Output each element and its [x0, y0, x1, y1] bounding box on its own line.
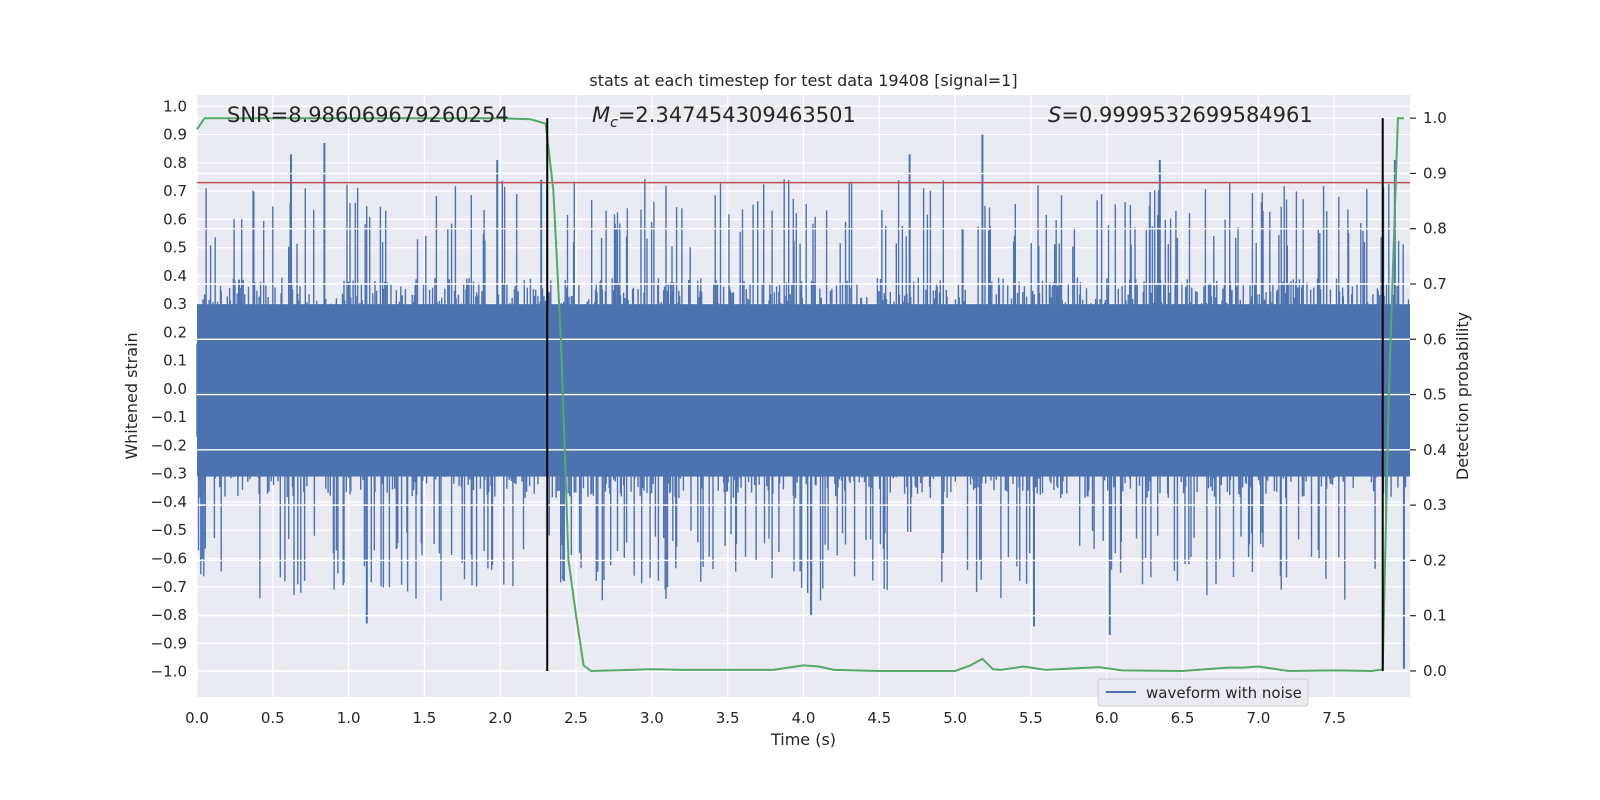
x-tick-label: 6.5 — [1171, 709, 1195, 727]
y-tick-label: −0.9 — [151, 634, 187, 652]
mc-symbol: M — [592, 103, 610, 127]
y-tick-label: −0.7 — [151, 578, 187, 596]
legend-label: waveform with noise — [1146, 684, 1302, 702]
y-tick-label: −0.4 — [151, 493, 187, 511]
mc-value: =2.347454309463501 — [618, 103, 856, 127]
y-tick-label-right: 0.6 — [1423, 330, 1447, 348]
x-tick-label: 3.0 — [640, 709, 664, 727]
y-tick-label: −0.1 — [151, 408, 187, 426]
x-tick-label: 3.5 — [716, 709, 740, 727]
x-tick-label: 1.0 — [337, 709, 361, 727]
y-tick-label: 1.0 — [163, 97, 187, 115]
y-tick-label-right: 0.4 — [1423, 441, 1447, 459]
mc-annotation: Mc=2.347454309463501 — [592, 103, 856, 131]
legend: waveform with noise — [1097, 678, 1309, 707]
y-tick-label: 0.5 — [163, 239, 187, 257]
y-tick-label: 0.7 — [163, 182, 187, 200]
x-tick-label: 5.5 — [1019, 709, 1043, 727]
event-lines — [546, 118, 1384, 671]
x-tick-label: 7.5 — [1322, 709, 1346, 727]
y-axis-label-right: Detection probability — [1453, 312, 1472, 480]
s-symbol: S — [1048, 103, 1061, 127]
y-tick-label-right: 0.5 — [1423, 386, 1447, 404]
y-ticks-right: 1.0 0.9 0.8 0.7 0.6 0.5 0.4 0.3 0.2 0.1 0.0 — [1410, 109, 1447, 680]
y-tick-label-right: 0.1 — [1423, 607, 1447, 625]
s-value: =0.9999532699584961 — [1061, 103, 1312, 127]
y-tick-label-right: 0.8 — [1423, 220, 1447, 238]
y-tick-label-right: 1.0 — [1423, 109, 1447, 127]
y-tick-label: −0.2 — [151, 436, 187, 454]
x-tick-label: 1.5 — [413, 709, 437, 727]
x-tick-label: 4.0 — [792, 709, 816, 727]
y-tick-label: 0.6 — [163, 210, 187, 228]
y-tick-label: 0.8 — [163, 154, 187, 172]
x-tick-label: 2.5 — [564, 709, 588, 727]
probability-line — [196, 117, 1404, 673]
y-tick-label: −1.0 — [151, 663, 187, 681]
y-tick-label-right: 0.2 — [1423, 551, 1447, 569]
y-tick-label: 0.3 — [163, 295, 187, 313]
x-tick-label: 0.5 — [261, 709, 285, 727]
waveform-series — [196, 134, 1410, 669]
x-tick-label: 0.0 — [185, 709, 209, 727]
s-annotation: S=0.9999532699584961 — [1048, 103, 1313, 127]
y-tick-label-right: 0.9 — [1423, 164, 1447, 182]
mc-subscript: c — [610, 115, 618, 131]
x-tick-label: 7.0 — [1246, 709, 1270, 727]
y-tick-label: 0.9 — [163, 126, 187, 144]
x-tick-label: 4.5 — [867, 709, 891, 727]
y-tick-label: 0.1 — [163, 352, 187, 370]
y-ticks-left: 1.0 0.9 0.8 0.7 0.6 0.5 0.4 0.3 0.2 0.1 0.0 −0.1 −0.… — [151, 97, 187, 680]
y-tick-label: −0.3 — [151, 465, 187, 483]
y-tick-label: 0.2 — [163, 323, 187, 341]
y-tick-label: 0.0 — [163, 380, 187, 398]
x-axis-label: Time (s) — [770, 730, 836, 749]
waveform-core — [197, 304, 1410, 477]
chart-title: stats at each timestep for test data 194… — [589, 71, 1017, 90]
y-tick-label-right: 0.7 — [1423, 275, 1447, 293]
probability-series — [196, 117, 1404, 673]
x-tick-label: 6.0 — [1095, 709, 1119, 727]
y-tick-label-right: 0.3 — [1423, 496, 1447, 514]
snr-annotation: SNR=8.986069679260254 — [227, 103, 509, 127]
x-ticks: 0.0 0.5 1.0 1.5 2.0 2.5 3.0 3.5 4.0 4.5 5.0 5.5 6.0 6… — [185, 709, 1346, 727]
y-axis-label: Whitened strain — [122, 332, 141, 459]
y-tick-label: −0.5 — [151, 521, 187, 539]
x-tick-label: 5.0 — [943, 709, 967, 727]
legend-box — [1097, 678, 1309, 707]
y-tick-label: 0.4 — [163, 267, 187, 285]
y-tick-label-right: 0.0 — [1423, 662, 1447, 680]
x-tick-label: 2.0 — [488, 709, 512, 727]
y-tick-label: −0.8 — [151, 606, 187, 624]
y-tick-label: −0.6 — [151, 550, 187, 568]
